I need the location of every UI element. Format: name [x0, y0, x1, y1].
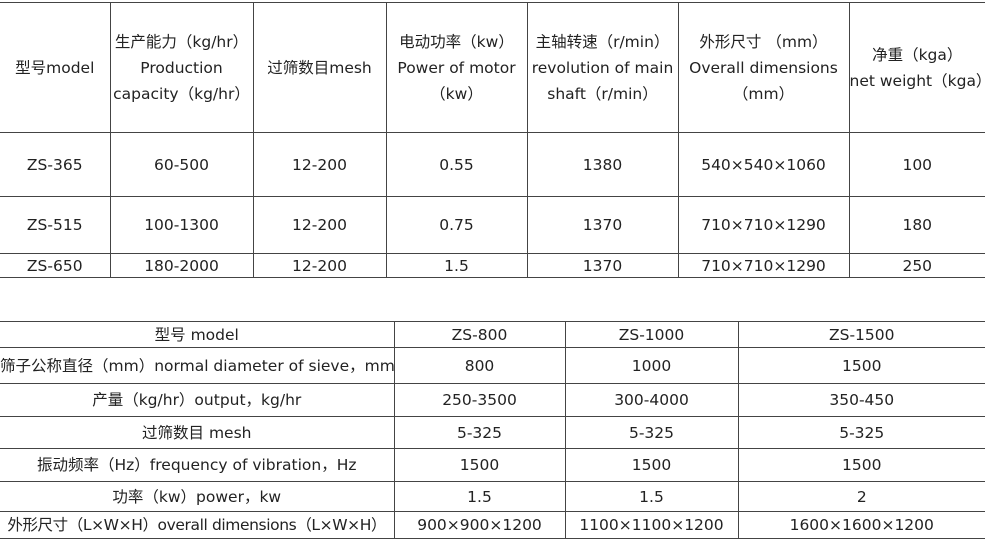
header-text: 过筛数目mesh: [267, 58, 372, 77]
table-cell: 300-4000: [564, 383, 739, 417]
table-cell: 12-200: [252, 196, 387, 254]
row-label: 过筛数目 mesh: [0, 416, 395, 449]
table-cell: 1500: [393, 448, 566, 482]
header-text: 净重（kga）: [872, 45, 963, 64]
table-row: 产量（kg/hr）output，kg/hr 250-3500 300-4000 350…: [0, 383, 985, 417]
header-cell: 外形尺寸 （mm） Overall dimensions （mm）: [677, 2, 850, 133]
row-label: 功率（kw）power，kw: [0, 481, 395, 512]
table-cell: 1500: [737, 347, 985, 384]
table-cell: 1100×1100×1200: [564, 511, 739, 539]
table-cell: 1.5: [564, 481, 739, 512]
table-cell: 60-500: [109, 132, 254, 197]
table-cell: 180-2000: [109, 253, 254, 278]
row-label: 产量（kg/hr）output，kg/hr: [0, 383, 395, 417]
table-row: ZS-650 180-2000 12-200 1.5 1370 710×710×1290 2…: [0, 253, 985, 278]
header-text: Production: [140, 58, 223, 77]
table-cell: ZS-1500: [737, 321, 985, 348]
table-cell: ZS-365: [0, 132, 111, 197]
table-cell: 1.5: [385, 253, 528, 278]
header-text: Power of motor: [397, 58, 516, 77]
table-cell: 1000: [564, 347, 739, 384]
specs-table-zs-large: 型号 model ZS-800 ZS-1000 ZS-1500 筛子公称直径（mm）no…: [0, 321, 985, 539]
header-text: shaft（r/min）: [547, 84, 658, 103]
header-text: 电动功率（kw）: [399, 32, 514, 51]
table-cell: 250-3500: [393, 383, 566, 417]
header-row: 型号model 生产能力（kg/hr） Production capacity（kg/…: [0, 2, 985, 133]
header-text: 主轴转速（r/min）: [535, 32, 670, 51]
table-cell: 1500: [737, 448, 985, 482]
table-cell: 1.5: [393, 481, 566, 512]
table-cell: 900×900×1200: [393, 511, 566, 539]
table-cell: 250: [848, 253, 985, 278]
row-label: 型号 model: [0, 321, 395, 348]
table-row: 振动频率（Hz）frequency of vibration，Hz 1500 150…: [0, 448, 985, 482]
table-row: 过筛数目 mesh 5-325 5-325 5-325: [0, 416, 985, 449]
header-text: 外形尺寸 （mm）: [699, 32, 828, 51]
table-cell: ZS-800: [393, 321, 566, 348]
specs-table-zs-small: 型号model 生产能力（kg/hr） Production capacity（kg/…: [0, 2, 985, 278]
table-cell: 5-325: [393, 416, 566, 449]
header-cell: 型号model: [0, 2, 111, 133]
header-text: 生产能力（kg/hr）: [114, 32, 249, 51]
table-cell: 1370: [526, 196, 679, 254]
table-cell: 2: [737, 481, 985, 512]
table-cell: 100-1300: [109, 196, 254, 254]
table-cell: 0.55: [385, 132, 528, 197]
header-text: revolution of main: [531, 58, 674, 77]
table-cell: 540×540×1060: [677, 132, 850, 197]
table-cell: 710×710×1290: [677, 253, 850, 278]
header-text: 型号model: [15, 58, 95, 77]
table-cell: 710×710×1290: [677, 196, 850, 254]
row-label: 筛子公称直径（mm）normal diameter of sieve，mm: [0, 347, 395, 384]
header-cell: 过筛数目mesh: [252, 2, 387, 133]
table-row: ZS-515 100-1300 12-200 0.75 1370 710×710×1290…: [0, 196, 985, 254]
table-cell: 1600×1600×1200: [737, 511, 985, 539]
table-cell: 800: [393, 347, 566, 384]
table-cell: 100: [848, 132, 985, 197]
header-text: Overall dimensions: [689, 58, 838, 77]
header-cell: 生产能力（kg/hr） Production capacity（kg/hr）: [109, 2, 254, 133]
table-row: 外形尺寸（L×W×H）overall dimensions（L×W×H） 900×…: [0, 511, 985, 539]
header-text: capacity（kg/hr）: [113, 84, 250, 103]
table-cell: ZS-1000: [564, 321, 739, 348]
table-row: 功率（kw）power，kw 1.5 1.5 2: [0, 481, 985, 512]
table-cell: 180: [848, 196, 985, 254]
table-cell: 12-200: [252, 132, 387, 197]
table-cell: 1500: [564, 448, 739, 482]
table-cell: 1370: [526, 253, 679, 278]
table-cell: ZS-650: [0, 253, 111, 278]
row-label: 振动频率（Hz）frequency of vibration，Hz: [0, 448, 395, 482]
table-cell: 5-325: [737, 416, 985, 449]
table-cell: 5-325: [564, 416, 739, 449]
header-text: net weight（kga）: [849, 71, 985, 90]
header-cell: 主轴转速（r/min） revolution of main shaft（r/min…: [526, 2, 679, 133]
row-label: 外形尺寸（L×W×H）overall dimensions（L×W×H）: [0, 511, 395, 539]
table-cell: 1380: [526, 132, 679, 197]
header-cell: 净重（kga） net weight（kga）: [848, 2, 985, 133]
table-cell: 12-200: [252, 253, 387, 278]
header-text: （kw）: [430, 84, 483, 103]
table-row: 筛子公称直径（mm）normal diameter of sieve，mm 800…: [0, 347, 985, 384]
table-cell: 350-450: [737, 383, 985, 417]
table-cell: 0.75: [385, 196, 528, 254]
table-cell: ZS-515: [0, 196, 111, 254]
header-cell: 电动功率（kw） Power of motor （kw）: [385, 2, 528, 133]
header-text: （mm）: [732, 84, 795, 103]
table-row: ZS-365 60-500 12-200 0.55 1380 540×540×1060 10…: [0, 132, 985, 197]
header-row: 型号 model ZS-800 ZS-1000 ZS-1500: [0, 321, 985, 348]
